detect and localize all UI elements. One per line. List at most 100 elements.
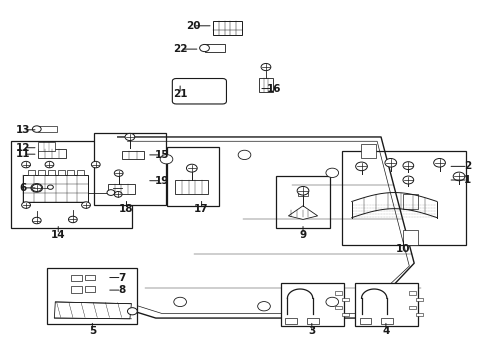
- Bar: [175, 180, 208, 194]
- Text: 12: 12: [16, 143, 30, 153]
- Text: 16: 16: [266, 84, 281, 94]
- Bar: [71, 275, 82, 281]
- Circle shape: [160, 154, 172, 164]
- Text: 11: 11: [16, 149, 30, 159]
- Circle shape: [261, 63, 270, 71]
- Bar: [38, 149, 66, 158]
- Polygon shape: [54, 302, 131, 319]
- Circle shape: [68, 216, 77, 223]
- Bar: [415, 298, 422, 301]
- Text: 18: 18: [119, 204, 134, 215]
- Bar: [285, 319, 297, 324]
- Text: 20: 20: [185, 21, 200, 31]
- Bar: [77, 170, 84, 175]
- Bar: [108, 184, 135, 194]
- Bar: [334, 291, 341, 295]
- Circle shape: [355, 162, 366, 171]
- Circle shape: [433, 158, 445, 167]
- FancyBboxPatch shape: [172, 78, 226, 104]
- Bar: [415, 313, 422, 316]
- Bar: [341, 298, 348, 301]
- Circle shape: [257, 302, 270, 311]
- Circle shape: [325, 297, 338, 307]
- Text: 6: 6: [20, 183, 27, 193]
- Circle shape: [127, 308, 137, 315]
- Circle shape: [21, 161, 30, 168]
- Text: 4: 4: [382, 326, 389, 336]
- Bar: [341, 151, 466, 244]
- Circle shape: [114, 170, 123, 176]
- Circle shape: [125, 134, 135, 140]
- Circle shape: [21, 202, 30, 208]
- Text: 7: 7: [118, 273, 125, 283]
- Bar: [58, 170, 64, 175]
- Text: 21: 21: [173, 89, 187, 99]
- Bar: [71, 286, 82, 293]
- Circle shape: [199, 44, 209, 51]
- Text: 5: 5: [88, 326, 96, 336]
- Bar: [402, 194, 417, 209]
- Bar: [334, 306, 341, 309]
- Bar: [360, 144, 375, 158]
- Bar: [259, 78, 272, 92]
- Bar: [212, 21, 242, 35]
- Circle shape: [173, 297, 186, 307]
- Bar: [84, 286, 95, 292]
- Text: 2: 2: [463, 161, 470, 171]
- Bar: [167, 147, 218, 206]
- Text: 10: 10: [395, 244, 410, 254]
- Bar: [380, 319, 392, 324]
- Circle shape: [107, 190, 115, 195]
- Bar: [306, 319, 318, 324]
- Text: 15: 15: [154, 150, 168, 160]
- Bar: [354, 283, 417, 326]
- Bar: [28, 170, 35, 175]
- Bar: [38, 126, 57, 132]
- Text: 14: 14: [51, 230, 65, 239]
- Bar: [122, 150, 144, 159]
- Bar: [205, 44, 224, 51]
- Circle shape: [81, 202, 90, 208]
- Circle shape: [114, 192, 122, 197]
- Bar: [298, 192, 307, 196]
- Bar: [38, 141, 55, 150]
- Circle shape: [452, 172, 464, 181]
- Circle shape: [32, 126, 41, 132]
- Bar: [402, 230, 417, 244]
- Bar: [84, 275, 95, 280]
- Circle shape: [402, 162, 413, 170]
- Bar: [408, 306, 415, 309]
- Circle shape: [91, 161, 100, 168]
- Text: 9: 9: [299, 230, 306, 239]
- Circle shape: [384, 158, 396, 167]
- Bar: [38, 170, 45, 175]
- Circle shape: [325, 168, 338, 177]
- Text: 22: 22: [173, 44, 187, 54]
- Bar: [359, 319, 370, 324]
- Text: 1: 1: [463, 175, 470, 185]
- Text: 19: 19: [154, 176, 168, 186]
- Circle shape: [186, 164, 197, 172]
- Bar: [67, 170, 74, 175]
- Bar: [48, 170, 55, 175]
- Bar: [11, 140, 132, 228]
- Bar: [22, 175, 88, 202]
- Circle shape: [47, 185, 53, 189]
- Bar: [280, 283, 343, 326]
- Circle shape: [297, 186, 308, 195]
- Bar: [94, 134, 166, 205]
- Circle shape: [31, 184, 42, 192]
- Text: 17: 17: [194, 204, 208, 215]
- Circle shape: [402, 176, 413, 184]
- Bar: [341, 313, 348, 316]
- Circle shape: [32, 217, 41, 224]
- Bar: [408, 291, 415, 295]
- Circle shape: [32, 184, 41, 192]
- Circle shape: [238, 150, 250, 159]
- Text: 13: 13: [16, 125, 30, 135]
- Text: 3: 3: [307, 326, 315, 336]
- Polygon shape: [288, 206, 317, 220]
- Circle shape: [45, 161, 54, 168]
- Bar: [47, 267, 137, 324]
- Bar: [275, 176, 330, 228]
